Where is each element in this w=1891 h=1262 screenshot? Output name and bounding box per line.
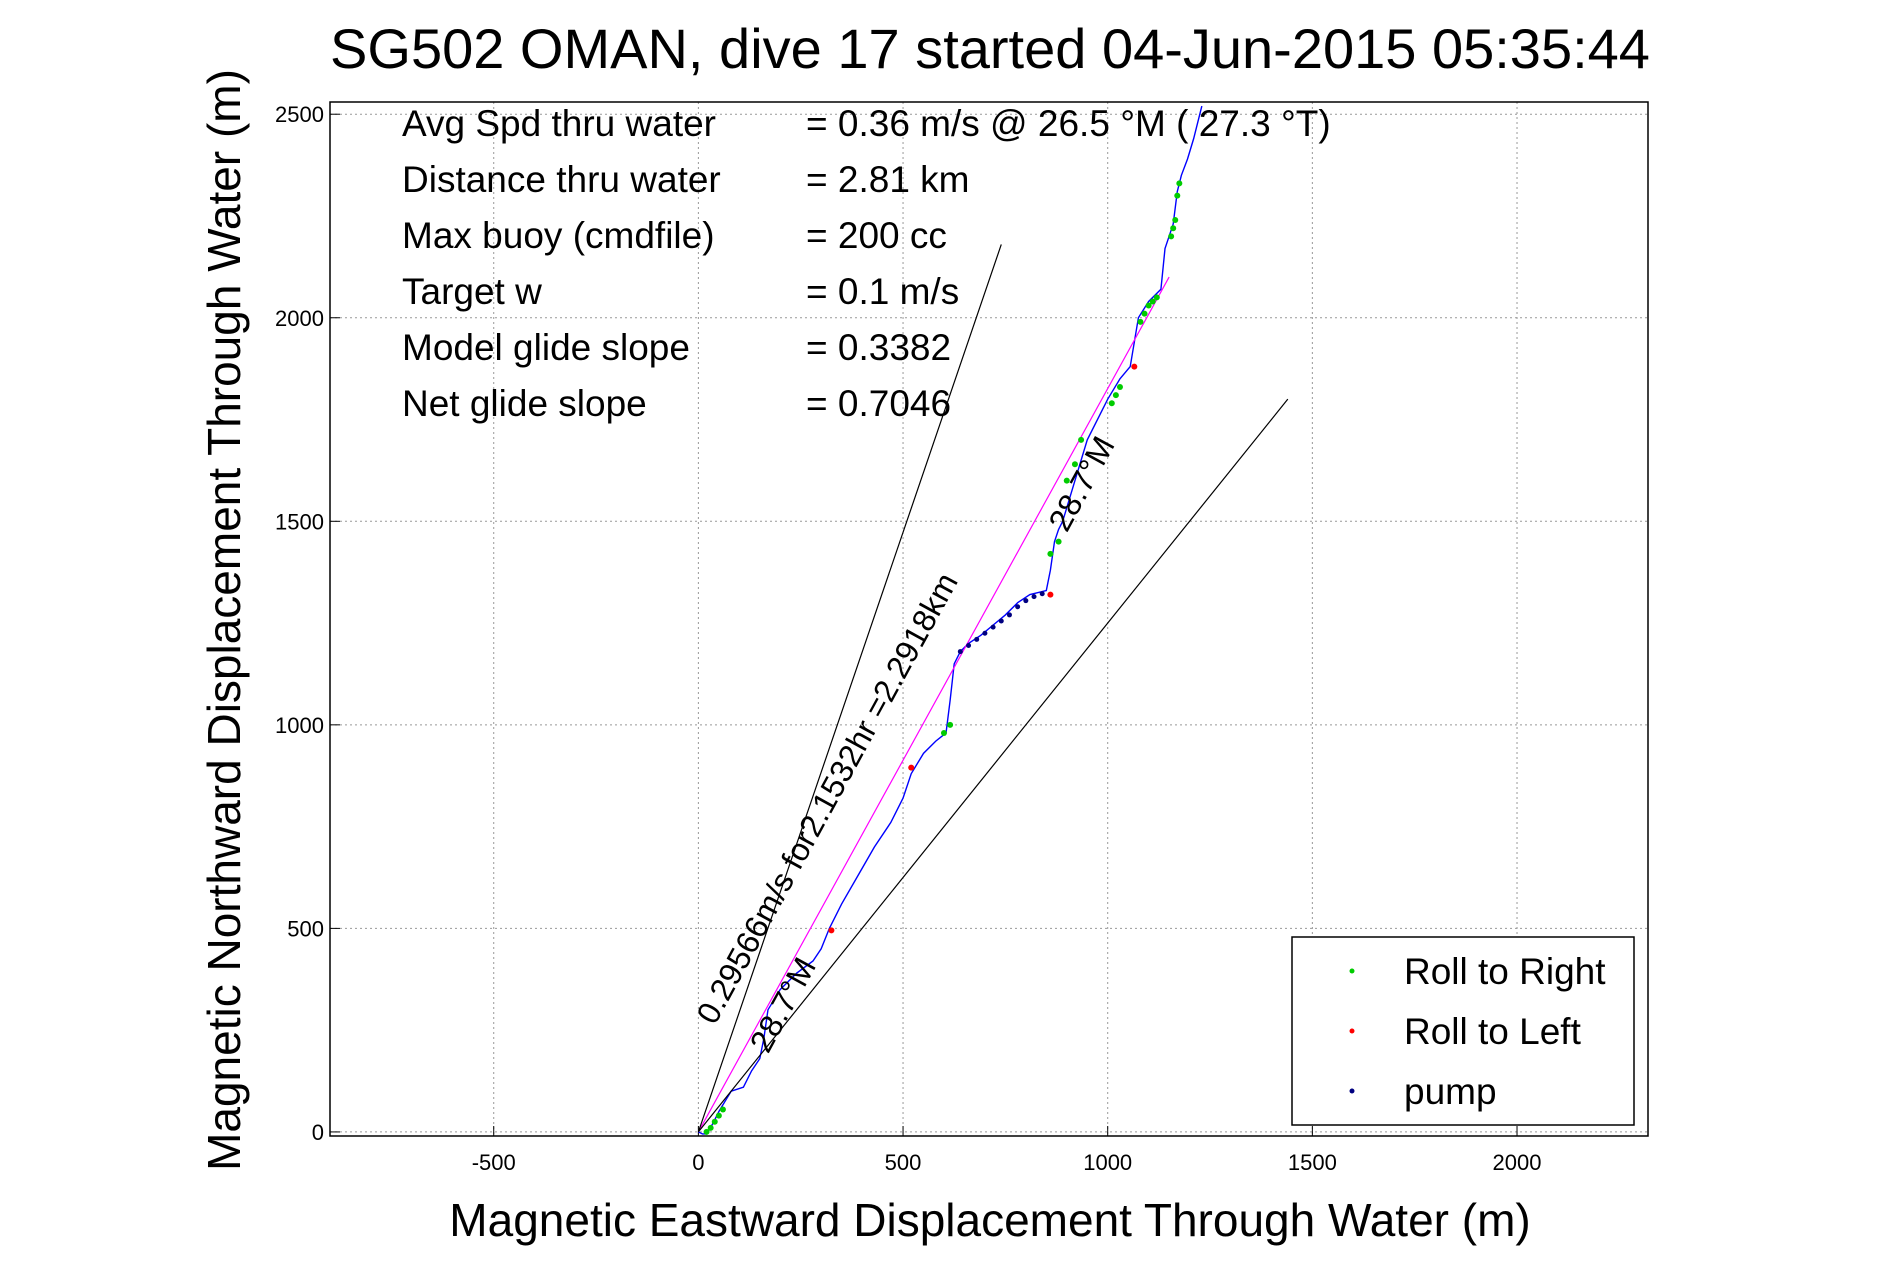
x-tick-label: 0	[692, 1150, 704, 1175]
pump-point	[1039, 591, 1045, 597]
roll-left-point	[908, 764, 915, 771]
stat-value: = 0.3382	[806, 327, 951, 368]
roll-right-point	[1174, 192, 1181, 199]
y-tick-label: 1500	[275, 509, 324, 534]
y-tick-label: 1000	[275, 713, 324, 738]
x-tick-label: -500	[472, 1150, 516, 1175]
y-tick-label: 0	[312, 1120, 324, 1145]
x-tick-label: 1500	[1288, 1150, 1337, 1175]
series-bound-lower	[697, 398, 1289, 1133]
pump-point	[974, 636, 980, 642]
stat-value: = 0.36 m/s @ 26.5 °M ( 27.3 °T)	[806, 103, 1331, 144]
legend-label: pump	[1404, 1071, 1497, 1112]
y-tick-label: 2500	[275, 102, 324, 127]
x-tick-label: 2000	[1493, 1150, 1542, 1175]
roll-right-point	[1108, 400, 1115, 407]
pump-point	[990, 624, 996, 630]
y-axis-ticks: 0 500 1000 1500 2000 2500	[275, 102, 340, 1145]
y-axis-label: Magnetic Northward Displacement Through …	[198, 69, 250, 1171]
roll-right-point	[711, 1118, 718, 1125]
stats-block: Avg Spd thru water = 0.36 m/s @ 26.5 °M (…	[402, 103, 1331, 424]
roll-right-point	[1145, 302, 1152, 309]
roll-right-point	[703, 1128, 710, 1135]
plot-frame	[329, 101, 1649, 1137]
roll-right-point	[1141, 310, 1148, 317]
stat-value: = 0.1 m/s	[806, 271, 959, 312]
plot-markers	[703, 180, 1183, 1135]
roll-left-point	[828, 927, 835, 934]
stat-label: Model glide slope	[402, 327, 690, 368]
roll-right-point	[715, 1112, 722, 1119]
roll-right-point	[1149, 298, 1156, 305]
pump-point	[1023, 598, 1029, 604]
roll-right-point	[1116, 383, 1123, 390]
series-glide-path	[697, 276, 1170, 1133]
y-tick-label: 2000	[275, 306, 324, 331]
legend-label: Roll to Left	[1404, 1011, 1582, 1052]
pump-point	[1006, 612, 1012, 618]
pump-point	[966, 642, 972, 648]
roll-right-point	[940, 729, 947, 736]
legend-label: Roll to Right	[1404, 951, 1606, 992]
roll-right-point	[1168, 233, 1175, 240]
roll-right-point	[1137, 318, 1144, 325]
roll-right-point	[1078, 436, 1085, 443]
stat-value: = 0.7046	[806, 383, 951, 424]
roll-right-point	[719, 1106, 726, 1113]
stat-label: Max buoy (cmdfile)	[402, 215, 715, 256]
x-axis-ticks: -500 0 500 1000 1500 2000	[472, 1126, 1542, 1175]
pump-point	[1015, 604, 1021, 610]
roll-right-point	[1063, 477, 1070, 484]
legend-marker	[1349, 1088, 1355, 1094]
stat-value: = 200 cc	[806, 215, 947, 256]
roll-left-point	[1131, 363, 1138, 370]
roll-left-point	[1047, 591, 1054, 598]
legend-box	[1291, 936, 1635, 1126]
series-bound-upper	[697, 244, 1002, 1133]
stat-label: Distance thru water	[402, 159, 721, 200]
roll-right-point	[1071, 461, 1078, 468]
legend: Roll to Right Roll to Left pump	[1291, 936, 1635, 1126]
stat-label: Target w	[402, 271, 542, 312]
pump-point	[1031, 594, 1037, 600]
roll-right-point	[1153, 294, 1160, 301]
x-tick-label: 1000	[1083, 1150, 1132, 1175]
pump-point	[982, 630, 988, 636]
roll-right-point	[1176, 180, 1183, 187]
legend-marker	[1349, 1028, 1355, 1034]
roll-right-point	[1047, 550, 1054, 557]
roll-right-point	[1055, 538, 1062, 545]
stat-value: = 2.81 km	[806, 159, 970, 200]
stat-label: Net glide slope	[402, 383, 647, 424]
stat-label: Avg Spd thru water	[402, 103, 716, 144]
roll-right-point	[947, 721, 954, 728]
roll-right-point	[707, 1124, 714, 1131]
roll-right-point	[1170, 225, 1177, 232]
x-axis-label: Magnetic Eastward Displacement Through W…	[449, 1194, 1530, 1246]
legend-marker	[1349, 968, 1355, 974]
roll-right-point	[1172, 217, 1179, 224]
chart-title: SG502 OMAN, dive 17 started 04-Jun-2015 …	[330, 17, 1650, 80]
roll-right-point	[1112, 392, 1119, 399]
pump-point	[998, 618, 1004, 624]
y-tick-label: 500	[287, 916, 324, 941]
pump-point	[957, 649, 963, 655]
x-tick-label: 500	[885, 1150, 922, 1175]
